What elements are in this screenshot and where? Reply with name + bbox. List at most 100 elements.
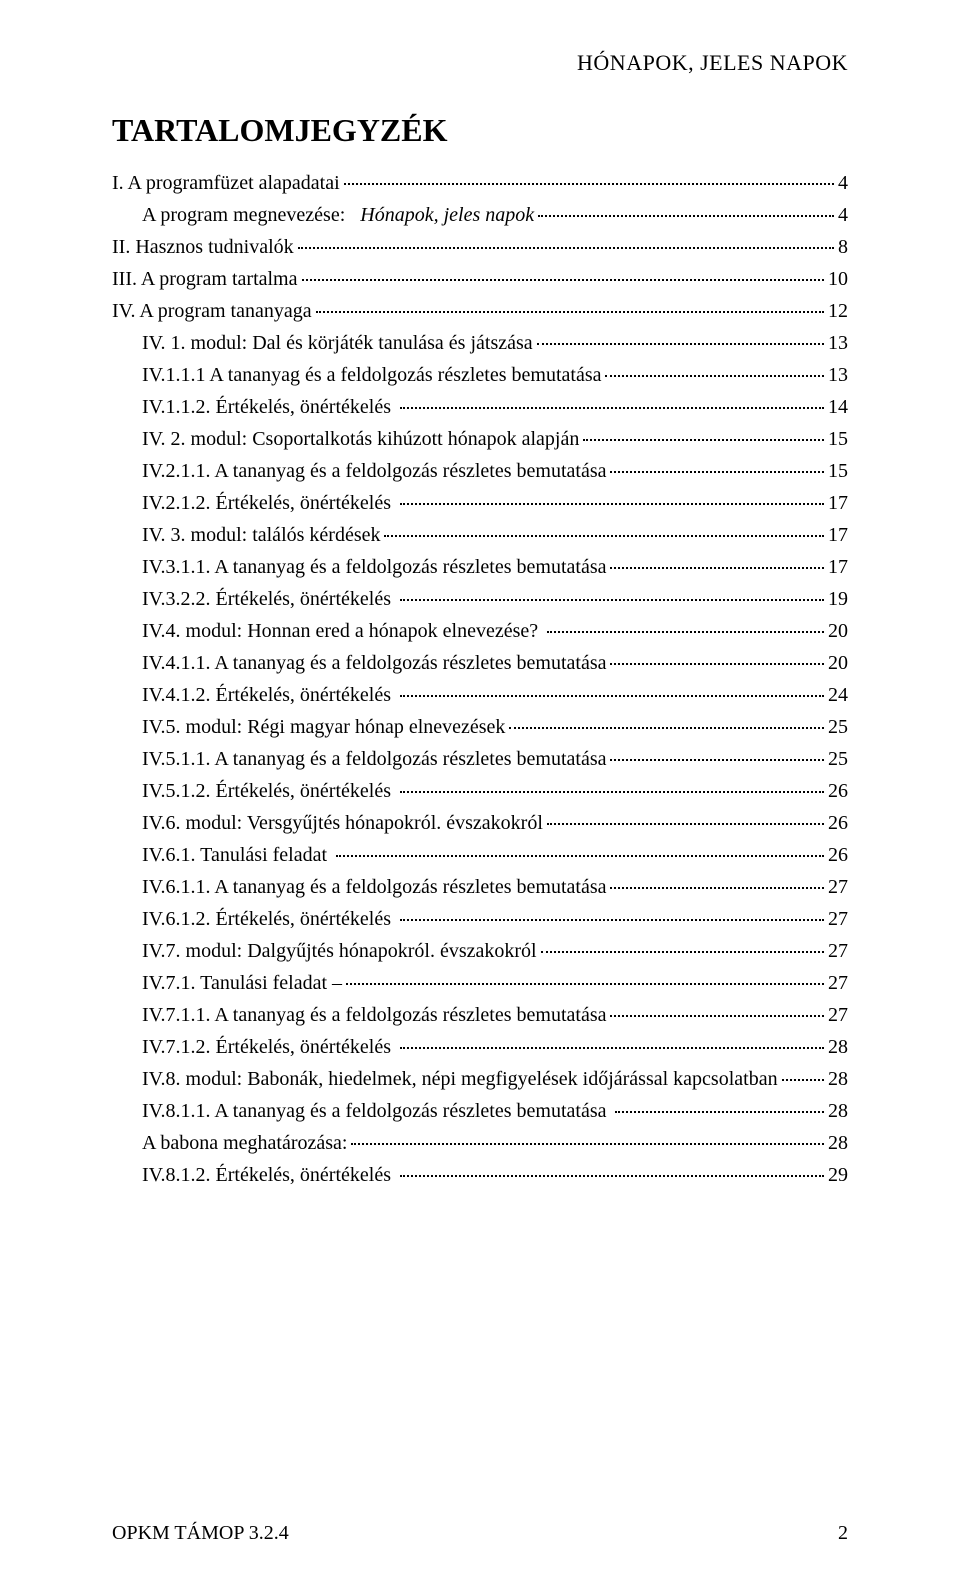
toc-entry-page: 14 <box>828 397 848 417</box>
toc-leader <box>547 631 824 633</box>
running-header: HÓNAPOK, JELES NAPOK <box>112 50 848 76</box>
toc-entry[interactable]: IV.3.2.2. Értékelés, önértékelés 19 <box>112 589 848 609</box>
toc-entry-label-italic: Hónapok, jeles napok <box>345 204 534 226</box>
toc-entry-page: 17 <box>828 493 848 513</box>
toc-entry-page: 28 <box>828 1133 848 1153</box>
toc-entry-page: 28 <box>828 1101 848 1121</box>
toc-entry-page: 15 <box>828 429 848 449</box>
toc-entry-page: 25 <box>828 717 848 737</box>
toc-entry-label: IV.5.1.2. Értékelés, önértékelés <box>142 781 396 801</box>
toc-entry-page: 29 <box>828 1165 848 1185</box>
toc-entry-label: IV.2.1.1. A tananyag és a feldolgozás ré… <box>142 461 606 481</box>
toc-entry-label: IV. 2. modul: Csoportalkotás kihúzott hó… <box>142 429 579 449</box>
toc-entry[interactable]: IV.5.1.1. A tananyag és a feldolgozás ré… <box>112 749 848 769</box>
toc-entry[interactable]: A program megnevezése: Hónapok, jeles na… <box>112 205 848 225</box>
toc-entry-page: 19 <box>828 589 848 609</box>
toc-entry-label: IV.4.1.1. A tananyag és a feldolgozás ré… <box>142 653 606 673</box>
toc-entry[interactable]: IV. A program tananyaga 12 <box>112 301 848 321</box>
toc-leader <box>610 759 824 761</box>
toc-entry[interactable]: III. A program tartalma10 <box>112 269 848 289</box>
toc-leader <box>344 183 834 185</box>
toc-leader <box>610 1015 824 1017</box>
toc-entry[interactable]: IV.4. modul: Honnan ered a hónapok elnev… <box>112 621 848 641</box>
toc-entry-page: 17 <box>828 525 848 545</box>
toc-leader <box>384 535 824 537</box>
toc-entry[interactable]: I. A programfüzet alapadatai 4 <box>112 173 848 193</box>
toc-entry-label: I. A programfüzet alapadatai <box>112 173 340 193</box>
toc-entry[interactable]: IV.8.1.1. A tananyag és a feldolgozás ré… <box>112 1101 848 1121</box>
toc-entry-label: IV.2.1.2. Értékelés, önértékelés <box>142 493 396 513</box>
footer-page-number: 2 <box>838 1522 848 1545</box>
toc-leader <box>610 471 824 473</box>
toc-entry-page: 13 <box>828 333 848 353</box>
toc-leader <box>336 855 824 857</box>
toc-entry-label: IV. 3. modul: találós kérdések <box>142 525 380 545</box>
toc-entry-page: 4 <box>838 173 848 193</box>
toc-leader <box>605 375 824 377</box>
toc-entry[interactable]: IV. 3. modul: találós kérdések 17 <box>112 525 848 545</box>
toc-entry-page: 26 <box>828 813 848 833</box>
toc-entry[interactable]: IV. 2. modul: Csoportalkotás kihúzott hó… <box>112 429 848 449</box>
toc-entry[interactable]: IV.2.1.2. Értékelés, önértékelés 17 <box>112 493 848 513</box>
toc-leader <box>537 343 824 345</box>
toc-entry-label: IV.1.1.1 A tananyag és a feldolgozás rés… <box>142 365 601 385</box>
toc-entry[interactable]: IV. 1. modul: Dal és körjáték tanulása é… <box>112 333 848 353</box>
toc-entry-page: 25 <box>828 749 848 769</box>
toc-entry-page: 8 <box>838 237 848 257</box>
toc-entry[interactable]: IV.2.1.1. A tananyag és a feldolgozás ré… <box>112 461 848 481</box>
toc-entry-label: A program megnevezése: Hónapok, jeles na… <box>142 205 534 225</box>
toc-entry[interactable]: IV.6.1. Tanulási feladat 26 <box>112 845 848 865</box>
toc-entry-page: 27 <box>828 909 848 929</box>
footer-left: OPKM TÁMOP 3.2.4 <box>112 1522 289 1545</box>
toc-leader <box>538 215 834 217</box>
toc-entry-page: 12 <box>828 301 848 321</box>
toc-entry-page: 17 <box>828 557 848 577</box>
toc-entry[interactable]: IV.5. modul: Régi magyar hónap elnevezés… <box>112 717 848 737</box>
toc-entry[interactable]: IV.4.1.2. Értékelés, önértékelés 24 <box>112 685 848 705</box>
toc-entry-label: III. A program tartalma <box>112 269 298 289</box>
toc-entry-label: IV.8. modul: Babonák, hiedelmek, népi me… <box>142 1069 778 1089</box>
toc-entry[interactable]: IV.1.1.2. Értékelés, önértékelés 14 <box>112 397 848 417</box>
toc-leader <box>610 663 824 665</box>
toc-entry-label: IV.1.1.2. Értékelés, önértékelés <box>142 397 396 417</box>
toc-entry-page: 4 <box>838 205 848 225</box>
toc-entry[interactable]: IV.8. modul: Babonák, hiedelmek, népi me… <box>112 1069 848 1089</box>
toc-leader <box>400 503 824 505</box>
toc-entry-label: IV.6. modul: Versgyűjtés hónapokról. évs… <box>142 813 543 833</box>
toc-entry-label: A babona meghatározása: <box>142 1133 347 1153</box>
toc-leader <box>302 279 825 281</box>
page-footer: OPKM TÁMOP 3.2.4 2 <box>112 1522 848 1545</box>
toc-entry-label: IV.3.1.1. A tananyag és a feldolgozás ré… <box>142 557 606 577</box>
toc-entry[interactable]: IV.6.1.2. Értékelés, önértékelés 27 <box>112 909 848 929</box>
toc-entry[interactable]: IV.7.1.1. A tananyag és a feldolgozás ré… <box>112 1005 848 1025</box>
toc-entry[interactable]: IV.6. modul: Versgyűjtés hónapokról. évs… <box>112 813 848 833</box>
running-header-text: HÓNAPOK, JELES NAPOK <box>577 50 848 75</box>
toc-entry-label: IV.7.1. Tanulási feladat – <box>142 973 342 993</box>
toc-leader <box>400 919 824 921</box>
toc-entry-label: IV. A program tananyaga <box>112 301 312 321</box>
toc-entry-page: 27 <box>828 877 848 897</box>
toc-entry[interactable]: IV.7.1.2. Értékelés, önértékelés 28 <box>112 1037 848 1057</box>
toc-entry-page: 28 <box>828 1069 848 1089</box>
toc-entry-label: IV.7.1.1. A tananyag és a feldolgozás ré… <box>142 1005 606 1025</box>
table-of-contents: I. A programfüzet alapadatai 4 A program m… <box>112 173 848 1185</box>
toc-entry[interactable]: IV.6.1.1. A tananyag és a feldolgozás ré… <box>112 877 848 897</box>
toc-entry-label-pre: A program megnevezése: <box>142 204 345 226</box>
toc-entry[interactable]: IV.5.1.2. Értékelés, önértékelés 26 <box>112 781 848 801</box>
toc-title: TARTALOMJEGYZÉK <box>112 112 848 149</box>
toc-entry[interactable]: II. Hasznos tudnivalók8 <box>112 237 848 257</box>
toc-entry[interactable]: IV.7. modul: Dalgyűjtés hónapokról. évsz… <box>112 941 848 961</box>
toc-entry[interactable]: IV.1.1.1 A tananyag és a feldolgozás rés… <box>112 365 848 385</box>
toc-leader <box>400 695 824 697</box>
toc-entry[interactable]: IV.4.1.1. A tananyag és a feldolgozás ré… <box>112 653 848 673</box>
toc-entry-page: 27 <box>828 973 848 993</box>
toc-entry-label: IV.8.1.2. Értékelés, önértékelés <box>142 1165 396 1185</box>
toc-entry-label: IV.5.1.1. A tananyag és a feldolgozás ré… <box>142 749 606 769</box>
toc-entry[interactable]: IV.8.1.2. Értékelés, önértékelés 29 <box>112 1165 848 1185</box>
toc-entry[interactable]: IV.3.1.1. A tananyag és a feldolgozás ré… <box>112 557 848 577</box>
toc-leader <box>541 951 824 953</box>
toc-entry-label: IV.4. modul: Honnan ered a hónapok elnev… <box>142 621 543 641</box>
toc-entry[interactable]: IV.7.1. Tanulási feladat – 27 <box>112 973 848 993</box>
toc-entry[interactable]: A babona meghatározása: 28 <box>112 1133 848 1153</box>
toc-leader <box>610 567 824 569</box>
